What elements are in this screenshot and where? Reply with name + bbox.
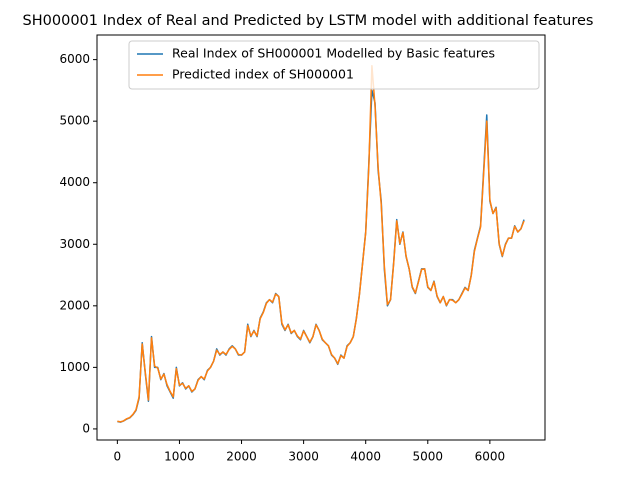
y-tick-label: 0: [82, 421, 90, 435]
x-tick-label: 3000: [288, 450, 319, 464]
plot-frame: [96, 34, 546, 441]
y-tick-label: 1000: [59, 360, 90, 374]
x-tick-label: 0: [114, 450, 122, 464]
y-tick-label: 4000: [59, 175, 90, 189]
line-series: [117, 65, 525, 423]
x-tick-label: 6000: [475, 450, 506, 464]
y-tick-label: 6000: [59, 52, 90, 66]
y-tick-label: 5000: [59, 114, 90, 128]
legend-label: Predicted index of SH000001: [172, 67, 354, 82]
x-tick-label: 5000: [413, 450, 444, 464]
chart-title: SH000001 Index of Real and Predicted by …: [23, 13, 594, 29]
x-tick-label: 1000: [164, 450, 195, 464]
legend-box: [128, 40, 540, 90]
x-tick-label: 4000: [350, 450, 381, 464]
y-tick-label: 2000: [59, 298, 90, 312]
x-tick-label: 2000: [226, 450, 257, 464]
y-tick-label: 3000: [59, 237, 90, 251]
legend-label: Real Index of SH000001 Modelled by Basic…: [172, 46, 495, 61]
